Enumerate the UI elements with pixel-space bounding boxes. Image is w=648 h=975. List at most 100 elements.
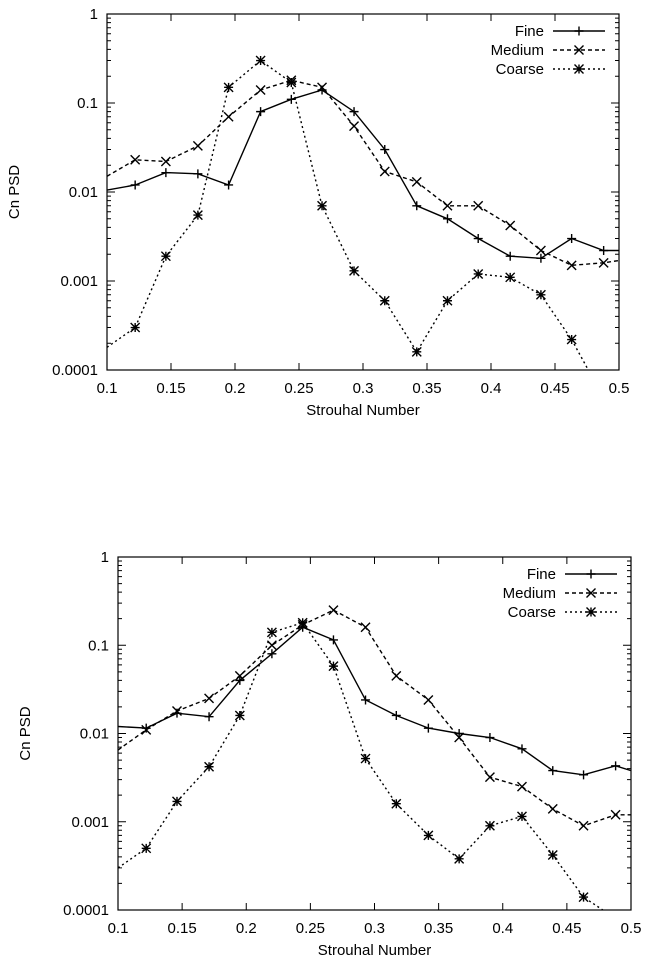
data-point-coarse: [505, 272, 516, 283]
x-tick-label: 0.45: [552, 920, 581, 937]
data-point-medium: [172, 705, 182, 716]
data-point-medium: [349, 121, 360, 132]
x-tick-label: 0.2: [225, 380, 246, 397]
legend-label: Fine: [515, 23, 544, 40]
data-point-medium: [578, 820, 589, 831]
data-point-fine: [224, 180, 234, 190]
data-point-coarse: [172, 796, 182, 807]
data-point-coarse: [484, 820, 495, 831]
data-point-fine: [361, 695, 371, 705]
x-tick-label: 0.3: [353, 380, 374, 397]
data-point-medium: [234, 670, 245, 681]
y-axis-label: Cn PSD: [6, 165, 23, 219]
data-point-coarse: [266, 627, 277, 638]
data-point-medium: [535, 245, 546, 256]
data-point-coarse: [255, 55, 266, 66]
x-tick-label: 0.35: [424, 920, 453, 937]
x-tick-label: 0.4: [481, 380, 502, 397]
x-tick-label: 0.25: [296, 920, 325, 937]
data-point-fine: [599, 246, 609, 256]
x-tick-label: 0.4: [492, 920, 513, 937]
data-point-coarse: [566, 334, 577, 345]
series-line-coarse: [107, 59, 589, 370]
y-tick-label: 0.01: [80, 726, 109, 743]
data-point-coarse: [391, 798, 402, 809]
x-axis-label: Strouhal Number: [306, 402, 419, 419]
data-point-fine: [349, 107, 359, 117]
data-point-fine: [235, 675, 245, 685]
data-point-fine: [579, 770, 589, 780]
data-point-coarse: [286, 77, 297, 88]
data-point-fine: [536, 253, 546, 263]
data-point-fine: [412, 201, 422, 211]
y-tick-label: 0.0001: [63, 902, 109, 919]
data-point-fine: [505, 251, 515, 261]
data-point-medium: [255, 84, 266, 95]
data-point-fine: [442, 214, 452, 224]
data-point-coarse: [204, 761, 215, 772]
data-point-coarse: [160, 251, 171, 262]
legend-label: Medium: [503, 585, 556, 602]
y-tick-label: 1: [90, 6, 98, 23]
data-point-coarse: [360, 753, 371, 764]
x-tick-label: 0.1: [108, 920, 129, 937]
legend-marker-fine: [586, 569, 596, 579]
y-tick-label: 0.0001: [52, 362, 98, 379]
data-point-fine: [485, 733, 495, 743]
data-point-coarse: [349, 265, 360, 276]
x-tick-label: 0.45: [540, 380, 569, 397]
data-point-coarse: [411, 346, 422, 357]
data-point-medium: [266, 640, 277, 651]
data-point-medium: [141, 724, 152, 735]
legend-label: Coarse: [508, 604, 556, 621]
data-point-medium: [360, 622, 371, 633]
data-point-coarse: [234, 710, 245, 721]
series-line-medium: [107, 79, 619, 267]
series-line-coarse: [118, 621, 604, 910]
chart-1: 0.1 0.15 0.2 0.25 0.3 0.35 0.4 0.45 0.5 0.0001 0.0…: [6, 6, 629, 419]
data-point-fine: [267, 649, 277, 659]
data-point-medium: [473, 200, 484, 211]
data-point-medium: [610, 809, 621, 820]
data-point-fine: [161, 168, 171, 178]
x-tick-label: 0.2: [236, 920, 257, 937]
legend-marker-fine: [574, 26, 584, 36]
data-point-fine: [611, 761, 621, 771]
data-point-coarse: [516, 811, 527, 822]
y-tick-label: 0.1: [88, 637, 109, 654]
data-point-fine: [130, 180, 140, 190]
data-point-fine: [517, 744, 527, 754]
data-point-fine: [328, 635, 338, 645]
data-point-medium: [391, 670, 402, 681]
chart-2: 0.1 0.15 0.2 0.25 0.3 0.35 0.4 0.45 0.5 0.0001 0.0…: [17, 549, 641, 959]
data-point-fine: [423, 723, 433, 733]
data-point-coarse: [473, 268, 484, 279]
data-point-fine: [380, 145, 390, 155]
x-tick-label: 0.35: [412, 380, 441, 397]
x-tick-label: 0.15: [168, 920, 197, 937]
data-point-medium: [598, 257, 609, 268]
data-point-coarse: [192, 210, 203, 221]
data-point-coarse: [535, 289, 546, 300]
data-point-fine: [286, 94, 296, 104]
data-point-medium: [379, 166, 390, 177]
x-axis-label: Strouhal Number: [318, 942, 431, 959]
data-point-fine: [548, 766, 558, 776]
y-tick-label: 0.001: [60, 273, 98, 290]
data-point-medium: [317, 82, 328, 93]
series-line-fine: [107, 89, 619, 260]
x-tick-label: 0.5: [609, 380, 630, 397]
legend-label: Fine: [527, 566, 556, 583]
data-point-coarse: [223, 82, 234, 93]
data-point-fine: [193, 169, 203, 179]
x-tick-label: 0.3: [364, 920, 385, 937]
data-point-medium: [442, 200, 453, 211]
data-point-medium: [160, 156, 171, 167]
data-point-medium: [547, 803, 558, 814]
data-point-coarse: [442, 295, 453, 306]
data-point-medium: [454, 732, 465, 743]
data-point-medium: [204, 693, 215, 704]
legend-label: Medium: [491, 42, 544, 59]
data-point-fine: [391, 710, 401, 720]
